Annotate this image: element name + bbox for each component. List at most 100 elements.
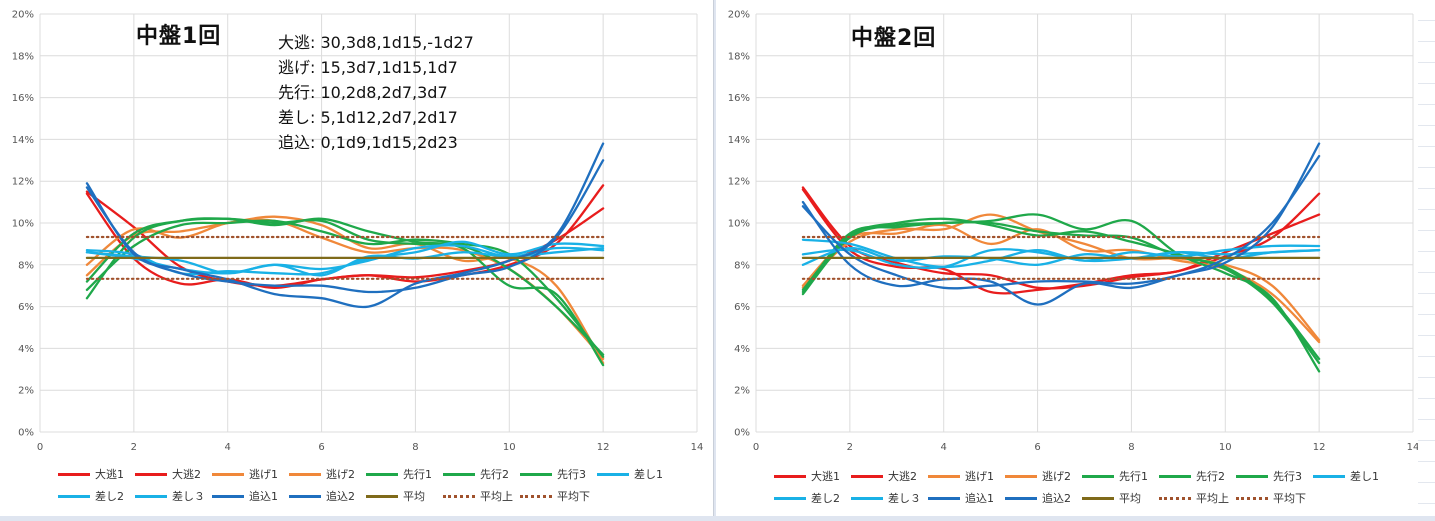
chart-panel-2: 0% 2% 4% 6% 8% 10% 12% 14% 16% 18% 20% 0 2 4 6 8 10 12 14 … [716,0,1435,516]
legend-swatch [366,494,398,498]
legend-label: 平均下 [557,490,590,503]
x-tick-label: 10 [1219,442,1232,453]
y-tick-label: 4% [18,344,34,355]
y-tick-label: 0% [18,428,34,439]
y-tick-label: 16% [728,93,750,104]
legend-swatch [851,474,883,478]
legend-label: 大逃1 [95,468,124,481]
legend-swatch [58,494,90,498]
y-tick-label: 6% [734,302,750,313]
legend-label: 逃げ1 [249,468,278,481]
y-tick-label: 4% [734,344,750,355]
legend-swatch [443,472,475,476]
legend-swatch [1159,474,1191,478]
legend-swatch [774,496,806,500]
x-tick-label: 0 [753,442,759,453]
legend-item: 大逃1 [774,468,851,484]
y-tick-label: 20% [12,10,34,21]
legend-label: 逃げ1 [965,470,994,483]
y-tick-label: 14% [728,135,750,146]
legend-item: 逃げ1 [212,466,289,482]
legend-swatch [289,472,321,476]
y-tick-label: 10% [12,219,34,230]
legend-swatch [366,472,398,476]
legend-swatch [520,472,552,476]
x-tick-label: 4 [225,442,231,453]
legend-swatch [851,496,883,500]
legend-item: 先行3 [520,466,597,482]
legend-label: 平均上 [480,490,513,503]
spreadsheet-grid-edge [1418,0,1435,516]
x-tick-label: 10 [503,442,516,453]
y-tick-label: 6% [18,302,34,313]
y-tick-label: 8% [18,260,34,271]
x-tick-label: 12 [597,442,610,453]
series-line-逃げ2 [801,223,1321,344]
legend-swatch [774,474,806,478]
legend-label: 差し３ [172,490,205,503]
x-tick-label: 2 [131,442,137,453]
x-tick-label: 14 [1407,442,1418,453]
legend-swatch [212,472,244,476]
legend-item: 大逃1 [58,466,135,482]
legend-item: 先行1 [366,466,443,482]
legend-swatch [597,472,629,476]
x-tick-label: 6 [1034,442,1040,453]
x-tick-label: 14 [691,442,704,453]
y-tick-label: 16% [12,93,34,104]
legend-swatch [1236,474,1268,478]
y-tick-label: 2% [18,386,34,397]
x-tick-label: 12 [1313,442,1326,453]
chart-legend: 大逃1 大逃2 逃げ1 逃げ2 先行1 先行2 先行3 差し1 差し2 差し３ 追込1 追込2 平均 平均… [58,466,678,504]
legend-label: 平均下 [1273,492,1306,505]
annotation-line: 大逃: 30,3d8,1d15,-1d27 [278,33,474,52]
legend-label: 追込2 [1042,492,1071,505]
legend-label: 差し３ [888,492,921,505]
legend-label: 先行1 [403,468,432,481]
legend-swatch [928,474,960,478]
legend-label: 差し2 [811,492,840,505]
legend-swatch [1005,474,1037,478]
legend-item: 先行2 [443,466,520,482]
x-tick-label: 2 [847,442,853,453]
series-line-先行3 [85,217,605,356]
legend-swatch [135,472,167,476]
legend-label: 先行2 [480,468,509,481]
legend-item: 追込1 [928,490,1005,506]
y-tick-label: 14% [12,135,34,146]
series-line-大逃2 [85,192,605,289]
legend-item: 差し2 [774,490,851,506]
legend-item: 先行2 [1159,468,1236,484]
legend-item: 追込2 [1005,490,1082,506]
y-tick-label: 12% [728,177,750,188]
legend-item: 平均上 [1159,490,1236,506]
x-tick-label: 8 [412,442,418,453]
series-line-追込2 [85,159,605,294]
series-line-大逃2 [801,188,1321,295]
legend-label: 追込1 [249,490,278,503]
series-line-先行1 [85,217,605,367]
legend-swatch [520,494,552,498]
y-tick-label: 8% [734,260,750,271]
series-line-差し2 [801,246,1321,266]
annotation-line: 差し: 5,1d12,2d7,2d17 [278,108,458,127]
legend-item: 追込1 [212,488,289,504]
legend-label: 追込1 [965,492,994,505]
chart-title: 中盤1回 [136,24,222,49]
series-line-先行2 [801,217,1321,365]
y-tick-label: 10% [728,219,750,230]
series-line-追込1 [801,142,1321,306]
legend-label: 差し1 [634,468,663,481]
legend-item: 平均 [366,488,443,504]
legend-item: 平均下 [1236,490,1313,506]
y-tick-label: 18% [728,51,750,62]
legend-item: 平均 [1082,490,1159,506]
legend-swatch [1159,496,1191,500]
legend-item: 平均下 [520,488,597,504]
legend-label: 差し2 [95,490,124,503]
chart-panel-1: 0% 2% 4% 6% 8% 10% 12% 14% 16% 18% 20% 0 2 4 6 8 10 12 14 … [0,0,714,516]
legend-item: 大逃2 [135,466,212,482]
x-tick-label: 4 [941,442,947,453]
legend-label: 大逃2 [172,468,201,481]
legend-swatch [928,496,960,500]
